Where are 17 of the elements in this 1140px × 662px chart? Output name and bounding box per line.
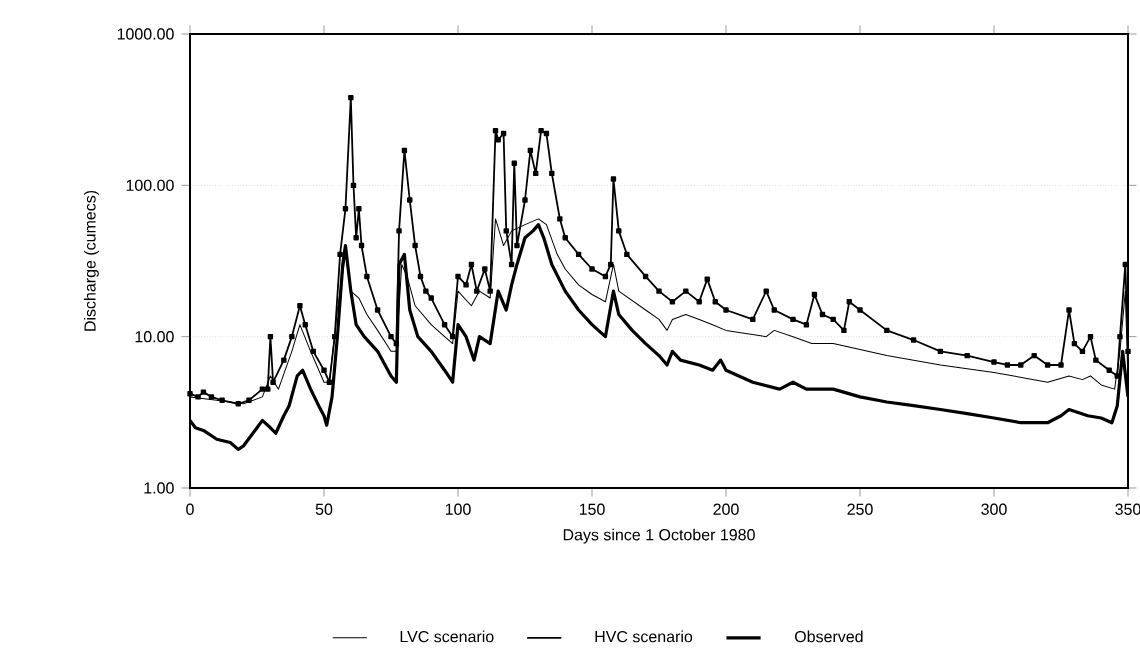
x-tick-label: 0 — [186, 503, 194, 515]
legend-label: HVC scenario — [595, 630, 693, 643]
x-tick-label: 250 — [847, 503, 873, 515]
y-tick-label: 10.00 — [135, 331, 174, 343]
x-tick-label: 200 — [713, 503, 739, 515]
x-tick-label: 50 — [315, 503, 333, 515]
x-tick-label: 300 — [981, 503, 1007, 515]
y-axis-title: Discharge (cumecs) — [83, 190, 99, 331]
y-tick-label: 1000.00 — [117, 28, 174, 40]
x-axis-title: Days since 1 October 1980 — [563, 528, 755, 544]
y-tick-label: 1.00 — [144, 482, 174, 494]
x-tick-label: 150 — [579, 503, 605, 515]
x-tick-label: 100 — [445, 503, 471, 515]
legend-label: Observed — [794, 630, 863, 643]
legend-label: LVC scenario — [400, 630, 494, 643]
x-tick-label: 350 — [1115, 503, 1140, 515]
y-tick-label: 100.00 — [126, 179, 174, 191]
